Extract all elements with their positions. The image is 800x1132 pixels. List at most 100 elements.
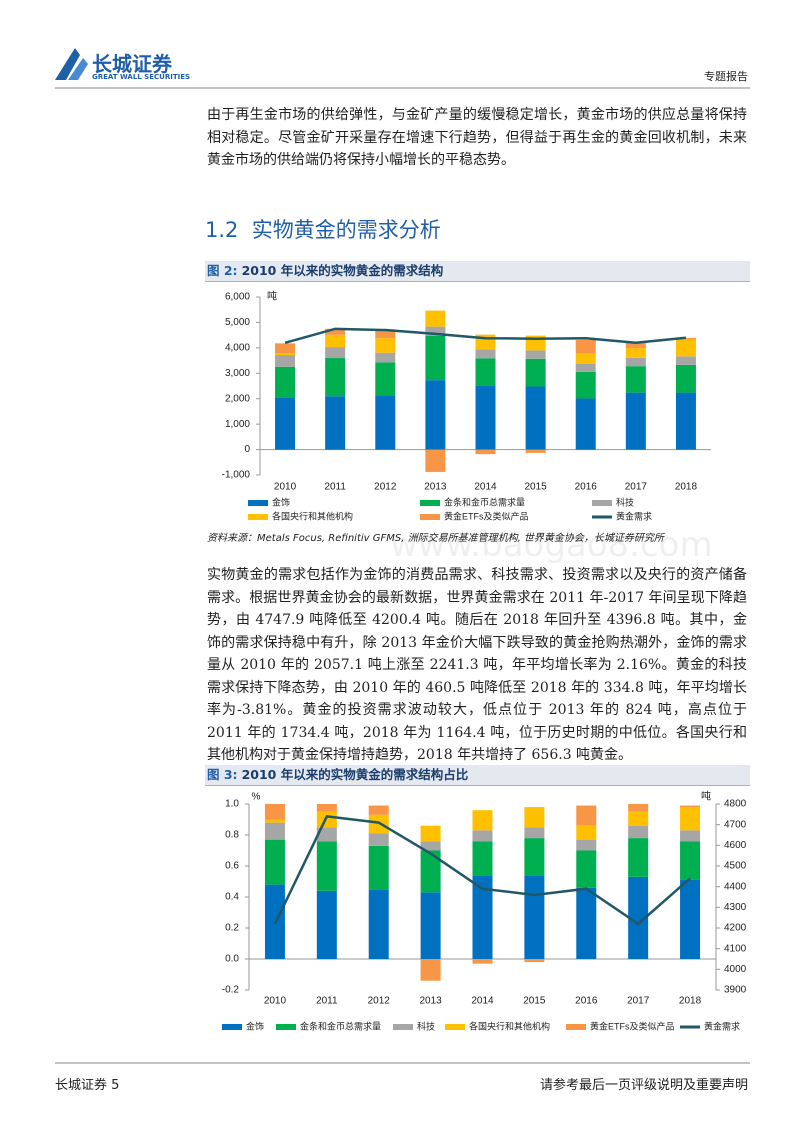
bar-segment	[368, 833, 389, 846]
legend-label: 科技	[616, 496, 634, 507]
legend-label: 金条和金币总需求量	[300, 1020, 381, 1031]
bar-segment	[675, 356, 696, 365]
bar-segment	[675, 392, 696, 450]
bar-segment	[420, 841, 441, 851]
bar-segment	[375, 331, 396, 339]
y2-tick-label: 4600	[724, 840, 747, 851]
bar-segment	[420, 825, 441, 842]
brand: 长城证券	[92, 52, 172, 76]
y-tick-label: 0.8	[225, 830, 239, 841]
y-tick-label: -1,000	[222, 470, 251, 481]
y-tick-label: 4,000	[225, 342, 250, 353]
watermark: www.baogao8.com	[390, 525, 713, 565]
bar-segment	[575, 353, 596, 364]
section-title: 实物黄金的需求分析	[251, 218, 441, 242]
bar-segment	[275, 355, 296, 367]
x-tick-label: 2015	[523, 996, 546, 1007]
legend-swatch	[248, 500, 268, 506]
bar-segment	[475, 358, 496, 386]
y2-tick-label: 4800	[724, 799, 747, 810]
bar-segment	[472, 959, 493, 964]
x-tick-label: 2018	[679, 996, 702, 1007]
x-tick-label: 2017	[627, 996, 650, 1007]
bar-segment	[425, 449, 446, 472]
bar-segment	[316, 811, 337, 828]
bar-segment	[525, 386, 546, 450]
bar-segment	[625, 366, 646, 393]
bar-segment	[325, 396, 346, 450]
bar-segment	[475, 349, 496, 359]
bar-segment	[472, 841, 493, 876]
bar-segment	[524, 875, 545, 959]
figure-title: 2010 年以来的实物黄金的需求结构占比	[241, 767, 469, 782]
legend-swatch	[393, 1024, 413, 1030]
legend-label: 金饰	[246, 1020, 264, 1031]
paragraph: 实物黄金的需求包括作为金饰的消费品需求、科技需求、投资需求以及央行的资产储备需求…	[207, 567, 747, 763]
figure-caption: 图 2: 2010 年以来的实物黄金的需求结构	[205, 261, 750, 282]
legend-label: 金饰	[272, 496, 290, 507]
bar-segment	[425, 326, 446, 336]
x-tick-label: 2010	[264, 996, 287, 1007]
legend-label: 各国央行和其他机构	[469, 1020, 550, 1031]
bar-segment	[575, 339, 596, 354]
bar-segment	[368, 814, 389, 834]
y-unit: 吨	[267, 290, 277, 303]
bar-segment	[576, 805, 597, 826]
figure-caption: 图 3: 2010 年以来的实物黄金的需求结构占比	[205, 765, 750, 786]
x-tick-label: 2015	[524, 482, 547, 493]
bar-segment	[275, 353, 296, 356]
legend-label: 黄金需求	[704, 1020, 740, 1031]
bar-segment	[680, 805, 701, 808]
bar-segment	[576, 850, 597, 888]
bar-segment	[475, 385, 496, 450]
bar-segment	[475, 449, 496, 455]
bar-segment	[625, 343, 646, 349]
bar-segment	[316, 890, 337, 959]
y2-tick-label: 4500	[724, 861, 747, 872]
figure-title: 2010 年以来的实物黄金的需求结构	[241, 263, 444, 278]
y2-tick-label: 4200	[724, 923, 747, 934]
y-tick-label: 0.0	[225, 954, 239, 965]
bar-segment	[316, 841, 337, 891]
legend-swatch	[592, 500, 612, 506]
bar-segment	[675, 364, 696, 393]
y2-tick-label: 4300	[724, 902, 747, 913]
bar-segment	[325, 358, 346, 397]
logo	[55, 48, 88, 80]
y-tick-label: 0.4	[225, 892, 239, 903]
section-number: 1.2	[205, 218, 239, 242]
legend-swatch	[276, 1024, 296, 1030]
bar-segment	[368, 889, 389, 959]
y-tick-label: 3,000	[225, 368, 250, 379]
bar-segment	[375, 395, 396, 450]
legend-swatch	[420, 514, 440, 520]
x-tick-label: 2014	[474, 482, 497, 493]
bar-segment	[420, 850, 441, 893]
bar-segment	[625, 392, 646, 450]
legend-swatch	[420, 500, 440, 506]
legend-label: 各国央行和其他机构	[272, 510, 353, 521]
line	[273, 815, 691, 926]
figure-label: 图 3:	[207, 767, 238, 782]
x-tick-label: 2018	[675, 482, 698, 493]
y-tick-label: 0.2	[225, 923, 239, 934]
y-unit: %	[252, 792, 261, 803]
bar-segment	[275, 366, 296, 398]
x-tick-label: 2016	[575, 482, 598, 493]
bar-segment	[524, 838, 545, 876]
bar-segment	[625, 348, 646, 358]
bar-segment	[680, 830, 701, 842]
bar-segment	[375, 362, 396, 396]
x-tick-label: 2012	[374, 482, 397, 493]
y-tick-label: 0	[244, 444, 250, 455]
bar-segment	[368, 805, 389, 815]
legend-swatch	[248, 514, 268, 520]
x-tick-label: 2014	[471, 996, 494, 1007]
bar-segment	[524, 827, 545, 839]
bar-segment	[425, 380, 446, 450]
bar-segment	[316, 827, 337, 842]
bar-segment	[680, 879, 701, 959]
legend-swatch	[445, 1024, 465, 1030]
x-tick-label: 2013	[424, 482, 447, 493]
